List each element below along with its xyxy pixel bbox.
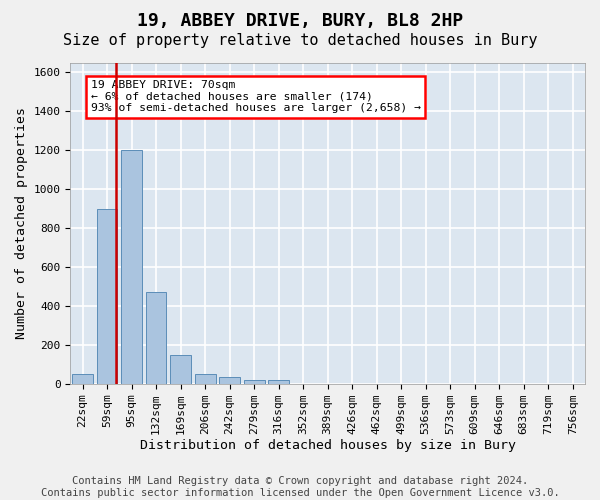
Y-axis label: Number of detached properties: Number of detached properties	[15, 107, 28, 339]
Text: Contains HM Land Registry data © Crown copyright and database right 2024.
Contai: Contains HM Land Registry data © Crown c…	[41, 476, 559, 498]
X-axis label: Distribution of detached houses by size in Bury: Distribution of detached houses by size …	[140, 440, 515, 452]
Bar	[219, 377, 240, 384]
Bar	[97, 208, 118, 384]
Text: 19, ABBEY DRIVE, BURY, BL8 2HP: 19, ABBEY DRIVE, BURY, BL8 2HP	[137, 12, 463, 30]
Bar	[72, 374, 93, 384]
Bar	[268, 380, 289, 384]
Bar	[146, 292, 166, 384]
Bar	[170, 354, 191, 384]
Bar	[121, 150, 142, 384]
Text: 19 ABBEY DRIVE: 70sqm
← 6% of detached houses are smaller (174)
93% of semi-deta: 19 ABBEY DRIVE: 70sqm ← 6% of detached h…	[91, 80, 421, 114]
Bar	[244, 380, 265, 384]
Bar	[194, 374, 215, 384]
Text: Size of property relative to detached houses in Bury: Size of property relative to detached ho…	[63, 32, 537, 48]
